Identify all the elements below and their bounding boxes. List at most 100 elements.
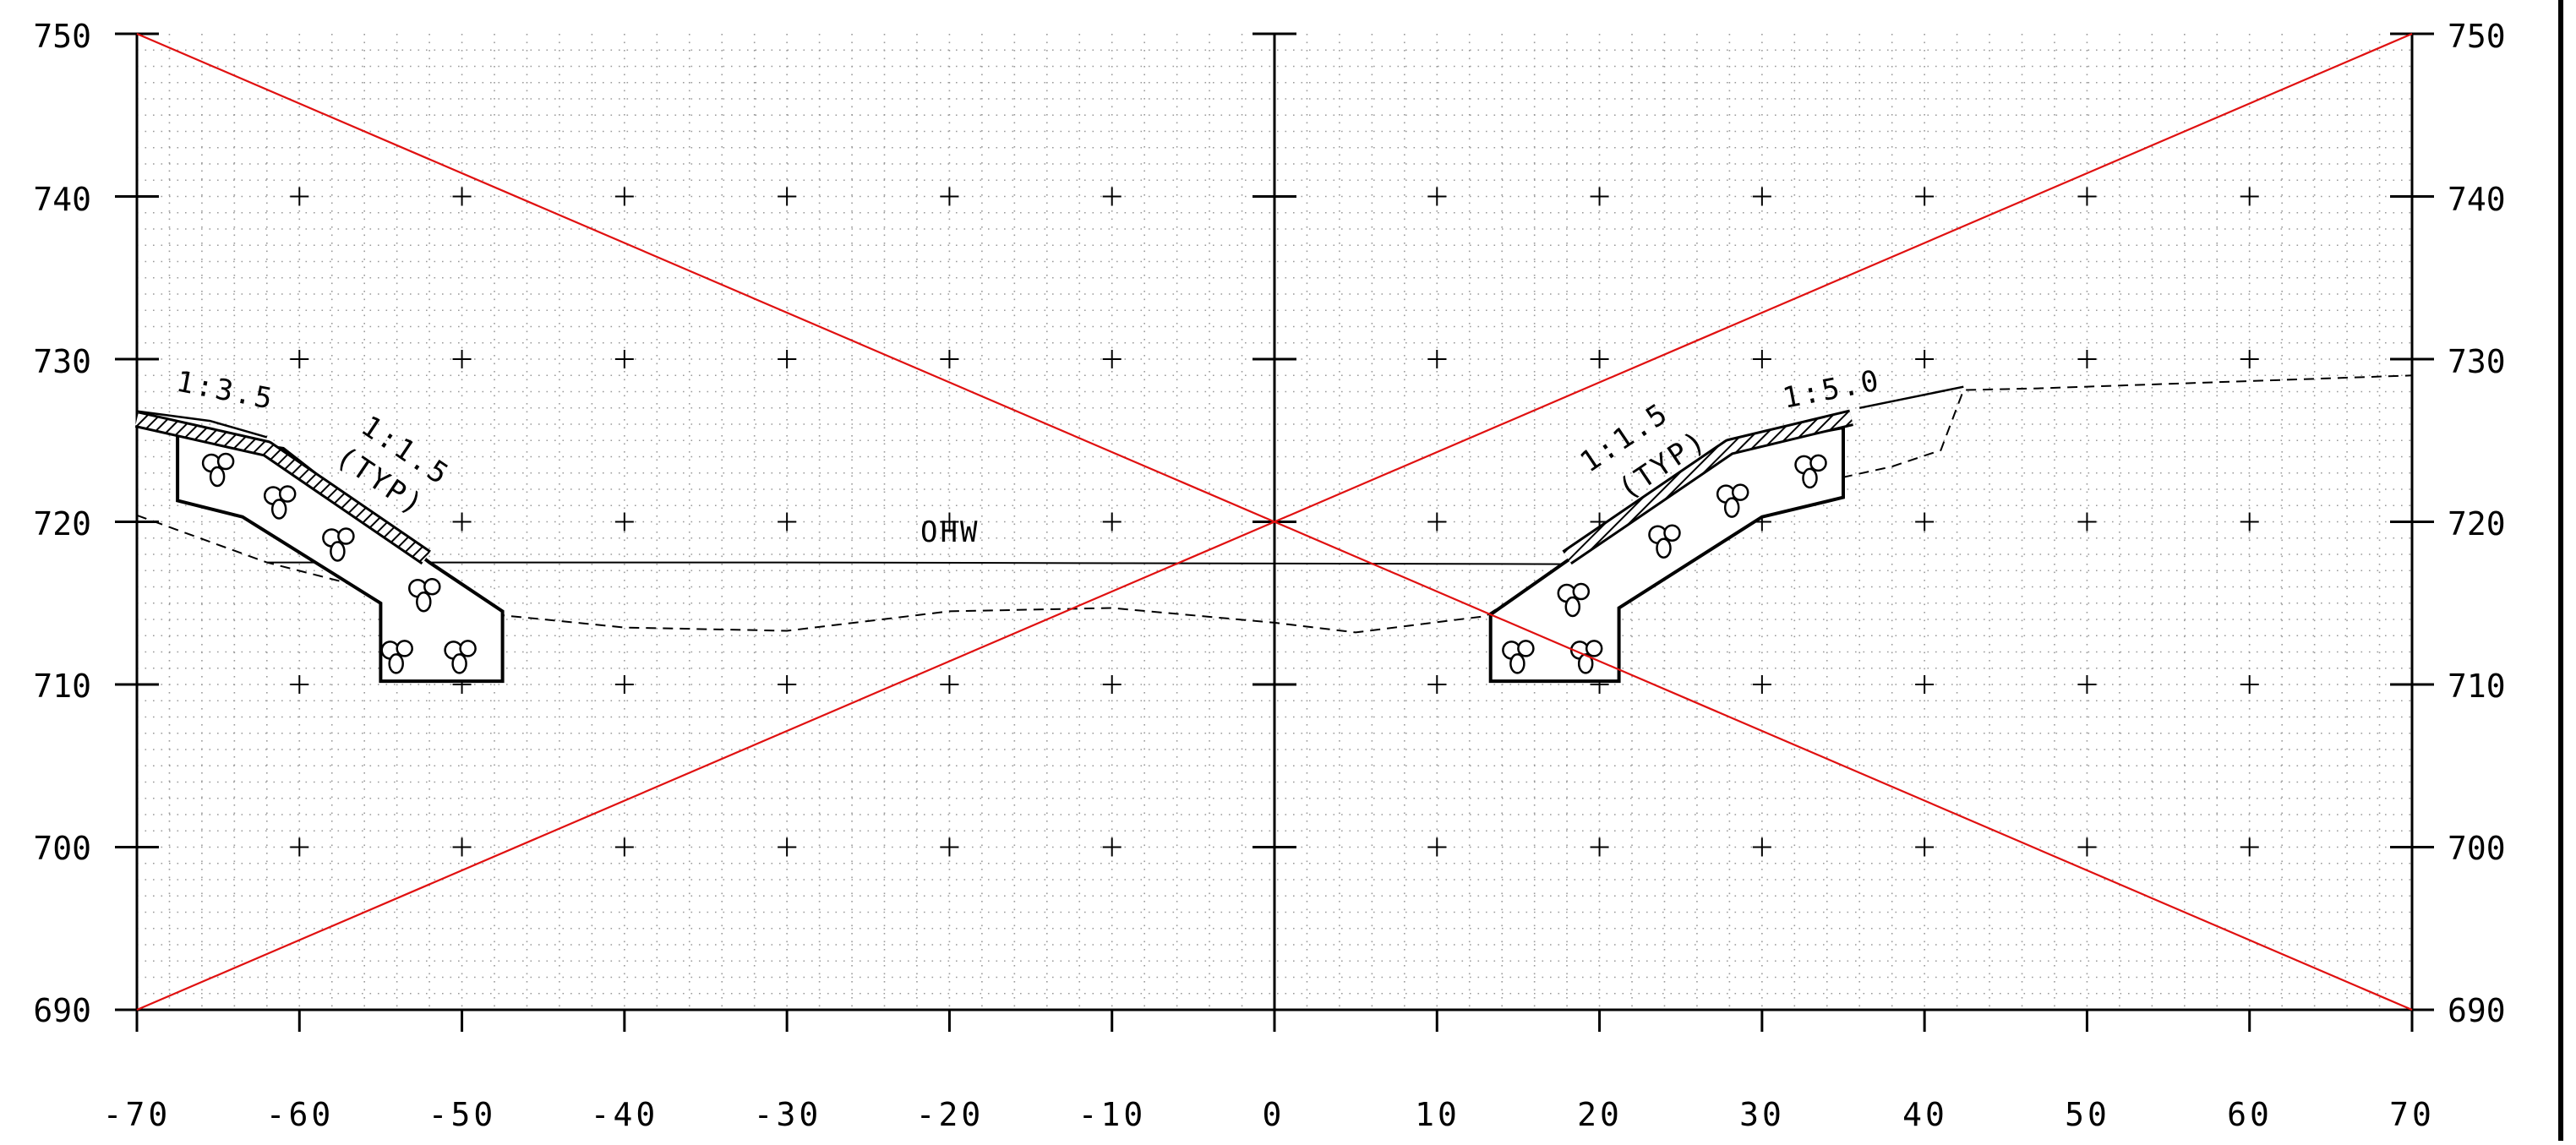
x-tick-label: 70 (2389, 1096, 2435, 1133)
grid-cross-mark (778, 512, 797, 532)
ohw-water-line (266, 561, 1568, 565)
grid-cross-mark (2240, 350, 2259, 368)
dotted-grid (137, 34, 2412, 1010)
x-tick-label: -70 (103, 1096, 172, 1133)
grid-cross-mark (2240, 187, 2259, 206)
rock-symbol (322, 527, 355, 562)
y-tick-label-left: 740 (33, 181, 91, 218)
existing-ground-line (136, 374, 2413, 634)
grid-cross-mark (1427, 187, 1447, 206)
rock-pebble (1802, 467, 1818, 489)
grid-cross-mark (2240, 675, 2259, 694)
rock-pebble (1809, 454, 1827, 472)
y-tick-label-left: 700 (33, 830, 91, 867)
right-topsoil-hatch (1564, 412, 1853, 563)
grid-cross-mark (1102, 837, 1122, 857)
grid-cross-mark (940, 512, 959, 532)
grid-cross-mark (614, 512, 634, 532)
grid-cross-mark (614, 837, 634, 857)
grid-cross-mark (940, 350, 959, 368)
left-existing-top-line (136, 410, 268, 439)
y-tick-label-right: 710 (2448, 668, 2506, 705)
rock-symbol (408, 577, 441, 613)
grid-cross-mark (1752, 675, 1771, 694)
rock-pebble (423, 577, 441, 596)
y-tick-label-right: 750 (2448, 18, 2506, 55)
grid-cross-mark (1590, 837, 1609, 857)
grid-cross-mark (1102, 675, 1122, 694)
grid-cross-mark (1427, 512, 1447, 532)
x-tick-label: -20 (916, 1096, 985, 1133)
grid-cross-mark (778, 675, 797, 694)
x-tick-label: -10 (1078, 1096, 1147, 1133)
rock-pebble (1517, 640, 1535, 657)
grid-cross-mark (290, 350, 309, 368)
axes (135, 0, 2563, 1141)
left-topsoil-hatch (135, 413, 430, 563)
y-tick-label-left: 690 (33, 992, 91, 1029)
rock-symbol (201, 452, 235, 488)
grid-cross-mark (940, 837, 959, 857)
rock-pebble (1585, 640, 1603, 657)
rock-pebble (1509, 653, 1525, 674)
grid-cross-mark (778, 837, 797, 857)
y-tick-label-right: 730 (2448, 343, 2506, 380)
void-line-ascending (136, 32, 2413, 1011)
grid-cross-mark (614, 187, 634, 206)
grid-cross-mark (1590, 350, 1609, 368)
riprap-rock-symbols (201, 452, 1827, 674)
slope-label-left-top: 1:3.5 (173, 365, 277, 417)
y-axis-labels-right: 750 740 730 720 710 700 690 (2448, 18, 2506, 1029)
rock-pebble (1656, 537, 1672, 559)
grid-cross-mark (452, 837, 472, 857)
grid-cross-mark (778, 350, 797, 368)
grid-cross-mark (614, 675, 634, 694)
rock-symbol (263, 485, 297, 520)
rock-pebble (209, 466, 226, 488)
y-tick-label-left: 710 (33, 668, 91, 705)
grid-cross-mark (1102, 512, 1122, 532)
y-tick-label-right: 720 (2448, 505, 2506, 543)
grid-cross-mark (2240, 837, 2259, 857)
y-tick-label-right: 740 (2448, 181, 2506, 218)
rock-pebble (1731, 483, 1749, 501)
rock-pebble (330, 541, 346, 562)
rock-pebble (337, 527, 355, 545)
ohw-label: OHW (920, 515, 980, 549)
grid-cross-mark (452, 350, 472, 368)
grid-cross-mark (778, 187, 797, 206)
x-tick-label: 60 (2227, 1096, 2273, 1133)
rock-symbol (1794, 454, 1827, 489)
rock-symbol (380, 640, 413, 674)
grid-cross-mark (1427, 837, 1447, 857)
x-tick-label: 10 (1415, 1096, 1460, 1133)
grid-cross-mark (1915, 350, 1935, 368)
y-tick-label-left: 750 (33, 18, 91, 55)
rock-pebble (416, 591, 432, 613)
y-tick-label-left: 720 (33, 505, 91, 543)
grid-cross-mark (1915, 187, 1935, 206)
rock-symbol (1502, 640, 1535, 674)
x-tick-label: -60 (266, 1096, 335, 1133)
x-tick-label: 40 (1902, 1096, 1948, 1133)
rock-pebble (1663, 524, 1681, 542)
rock-symbol (444, 640, 477, 674)
grid-cross-mark (2077, 837, 2097, 857)
grid-cross-mark (452, 187, 472, 206)
rock-pebble (459, 640, 477, 657)
rock-pebble (396, 640, 413, 657)
grid-cross-mark (2240, 512, 2259, 532)
grid-cross-mark (1590, 187, 1609, 206)
x-tick-label: -50 (428, 1096, 497, 1133)
right-existing-top-line (1858, 385, 1964, 410)
rock-pebble (388, 653, 404, 674)
grid-cross-mark (1427, 350, 1447, 368)
grid-cross-mark (2077, 675, 2097, 694)
rock-pebble (1723, 497, 1740, 518)
grid-cross-mark (614, 350, 634, 368)
grid-cross-mark (940, 187, 959, 206)
rock-pebble (451, 653, 467, 674)
x-tick-label: -40 (591, 1096, 659, 1133)
